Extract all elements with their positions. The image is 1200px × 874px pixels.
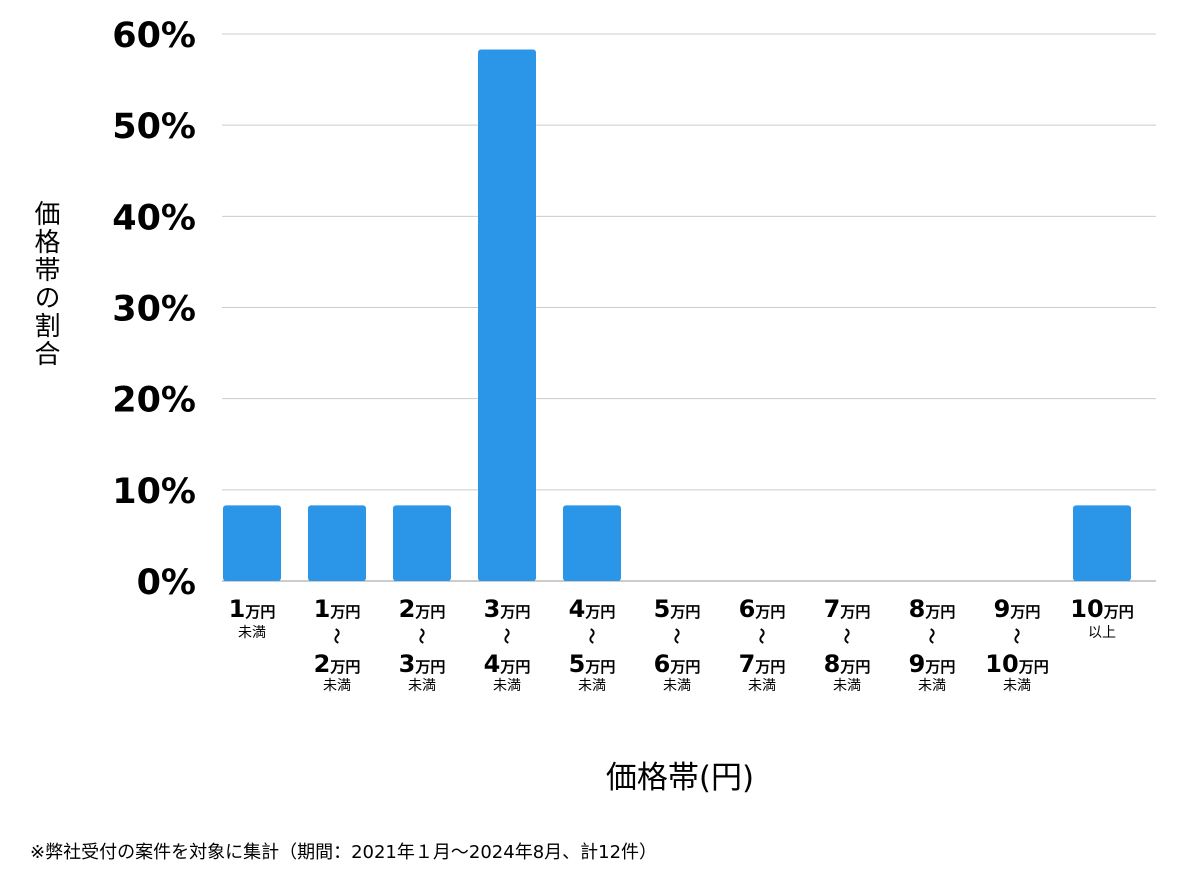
grid-lines [222, 33, 1156, 582]
y-tick-label: 20% [112, 381, 196, 421]
x-tick-range-symbol: 〜 [412, 628, 431, 644]
x-tick-note: 未満 [663, 678, 691, 694]
x-tick-note: 未満 [408, 678, 436, 694]
x-tick-from: 7万円 [824, 595, 871, 623]
bar [563, 505, 621, 581]
y-tick-label: 30% [112, 290, 196, 330]
x-tick-range-symbol: 〜 [1007, 628, 1026, 644]
x-tick-note: 未満 [833, 678, 861, 694]
y-tick-label: 50% [112, 107, 196, 147]
x-tick-from: 2万円 [399, 595, 446, 623]
x-tick-range-symbol: 〜 [752, 628, 771, 644]
y-axis-label: 価格帯の割合 [30, 200, 60, 368]
x-tick-range-symbol: 〜 [497, 628, 516, 644]
x-tick-from: 4万円 [569, 595, 616, 623]
x-tick-to: 3万円 [399, 650, 446, 678]
y-tick-label: 40% [112, 198, 196, 238]
x-tick-range-symbol: 〜 [922, 628, 941, 644]
x-tick-note: 未満 [578, 678, 606, 694]
x-tick-to: 2万円 [314, 650, 361, 678]
x-axis-label: 価格帯(円) [605, 760, 755, 796]
x-tick-note: 以上 [1088, 625, 1116, 641]
x-tick-from: 3万円 [484, 595, 531, 623]
y-axis-ticks: 0% 10% 20% 30% 40% 50% 60% [112, 16, 196, 603]
x-tick-note: 未満 [918, 678, 946, 694]
bar [1073, 505, 1131, 581]
x-tick-range-symbol: 〜 [667, 628, 686, 644]
x-tick-from: 1万円 [314, 595, 361, 623]
x-tick-from: 10万円 [1070, 595, 1133, 623]
y-tick-label: 10% [112, 472, 196, 512]
x-tick-range-symbol: 〜 [582, 628, 601, 644]
x-tick-range-symbol: 〜 [837, 628, 856, 644]
x-tick-to: 10万円 [985, 650, 1048, 678]
x-tick-note: 未満 [493, 678, 521, 694]
bar [308, 505, 366, 581]
bars [223, 49, 1131, 581]
x-tick-to: 7万円 [739, 650, 786, 678]
x-tick-note: 未満 [1003, 678, 1031, 694]
x-tick-from: 1万円 [229, 595, 276, 623]
bar [223, 505, 281, 581]
y-tick-label: 0% [137, 563, 196, 603]
x-tick-note: 未満 [323, 678, 351, 694]
x-tick-to: 5万円 [569, 650, 616, 678]
x-tick-to: 8万円 [824, 650, 871, 678]
x-axis-ticks: 1万円未満1万円〜2万円未満2万円〜3万円未満3万円〜4万円未満4万円〜5万円未… [229, 595, 1134, 694]
x-tick-note: 未満 [748, 678, 776, 694]
x-tick-to: 9万円 [909, 650, 956, 678]
x-tick-from: 5万円 [654, 595, 701, 623]
x-tick-from: 9万円 [994, 595, 1041, 623]
bar [393, 505, 451, 581]
x-tick-to: 6万円 [654, 650, 701, 678]
x-tick-note: 未満 [238, 625, 266, 641]
y-tick-label: 60% [112, 16, 196, 56]
x-tick-from: 8万円 [909, 595, 956, 623]
x-tick-from: 6万円 [739, 595, 786, 623]
footnote: ※弊社受付の案件を対象に集計（期間：2021年１月〜2024年8月、計12件） [30, 842, 658, 863]
x-tick-range-symbol: 〜 [327, 628, 346, 644]
x-tick-to: 4万円 [484, 650, 531, 678]
bar [478, 49, 536, 581]
